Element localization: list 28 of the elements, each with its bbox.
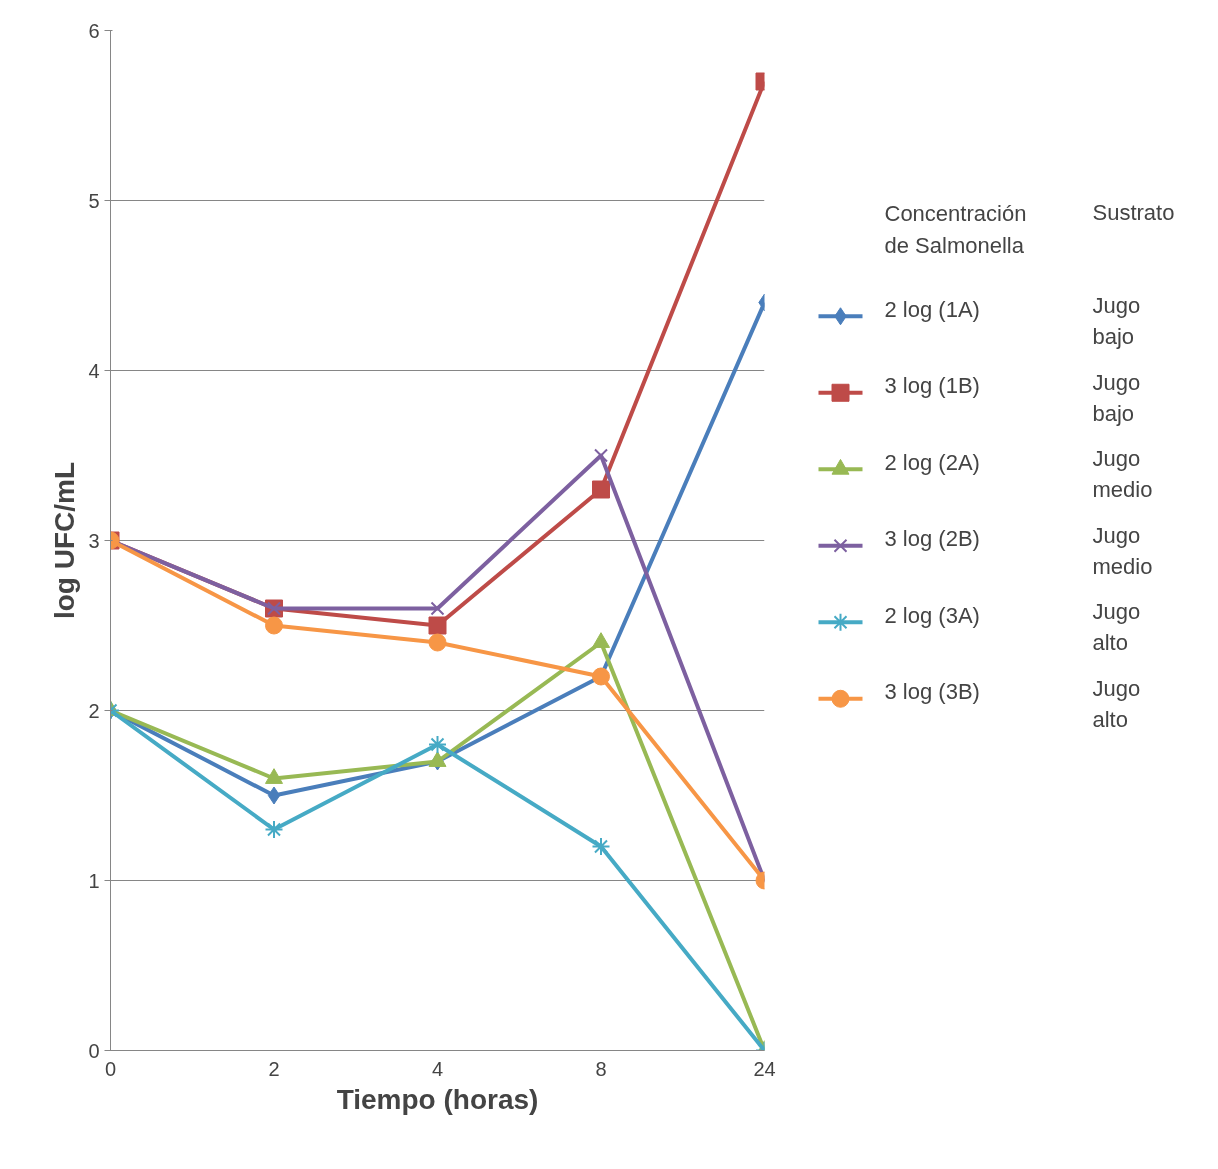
y-tick-label: 1 bbox=[88, 869, 100, 892]
text: Jugo bajo bbox=[1092, 369, 1141, 426]
legend-label: 2 log (1A) bbox=[884, 296, 980, 322]
legend-label: 3 log (3B) bbox=[884, 679, 980, 705]
legend-label: 2 log (2A) bbox=[884, 449, 980, 475]
x-tick-label: 8 bbox=[595, 1057, 607, 1080]
y-tick-label: 2 bbox=[88, 699, 100, 722]
legend-title: Concentración de Salmonella bbox=[884, 200, 1027, 259]
text: Jugo bajo bbox=[1092, 293, 1141, 349]
x-tick-label: 24 bbox=[753, 1057, 776, 1080]
x-axis-title: Tiempo (horas) bbox=[336, 1083, 539, 1115]
y-axis-title: log UFC/mL bbox=[49, 461, 81, 620]
text: Jugo alto bbox=[1092, 599, 1141, 655]
legend-label: 2 log (3A) bbox=[884, 602, 980, 628]
y-tick-label: 6 bbox=[88, 19, 100, 42]
y-tick-label: 4 bbox=[88, 359, 100, 382]
x-tick-label: 4 bbox=[431, 1057, 444, 1080]
text: Jugo medio bbox=[1092, 522, 1153, 579]
y-tick-label: 0 bbox=[88, 1039, 100, 1062]
y-tick-label: 3 bbox=[88, 529, 100, 552]
y-tick-label: 5 bbox=[88, 189, 100, 212]
x-tick-label: 2 bbox=[268, 1057, 280, 1080]
x-tick-label: 0 bbox=[104, 1057, 117, 1080]
text: Jugo medio bbox=[1092, 446, 1153, 502]
legend-label: 3 log (2B) bbox=[884, 526, 980, 552]
text: Sustrato bbox=[1092, 200, 1175, 226]
text: Jugo alto bbox=[1092, 675, 1141, 732]
legend-label: 3 log (1B) bbox=[884, 373, 980, 399]
